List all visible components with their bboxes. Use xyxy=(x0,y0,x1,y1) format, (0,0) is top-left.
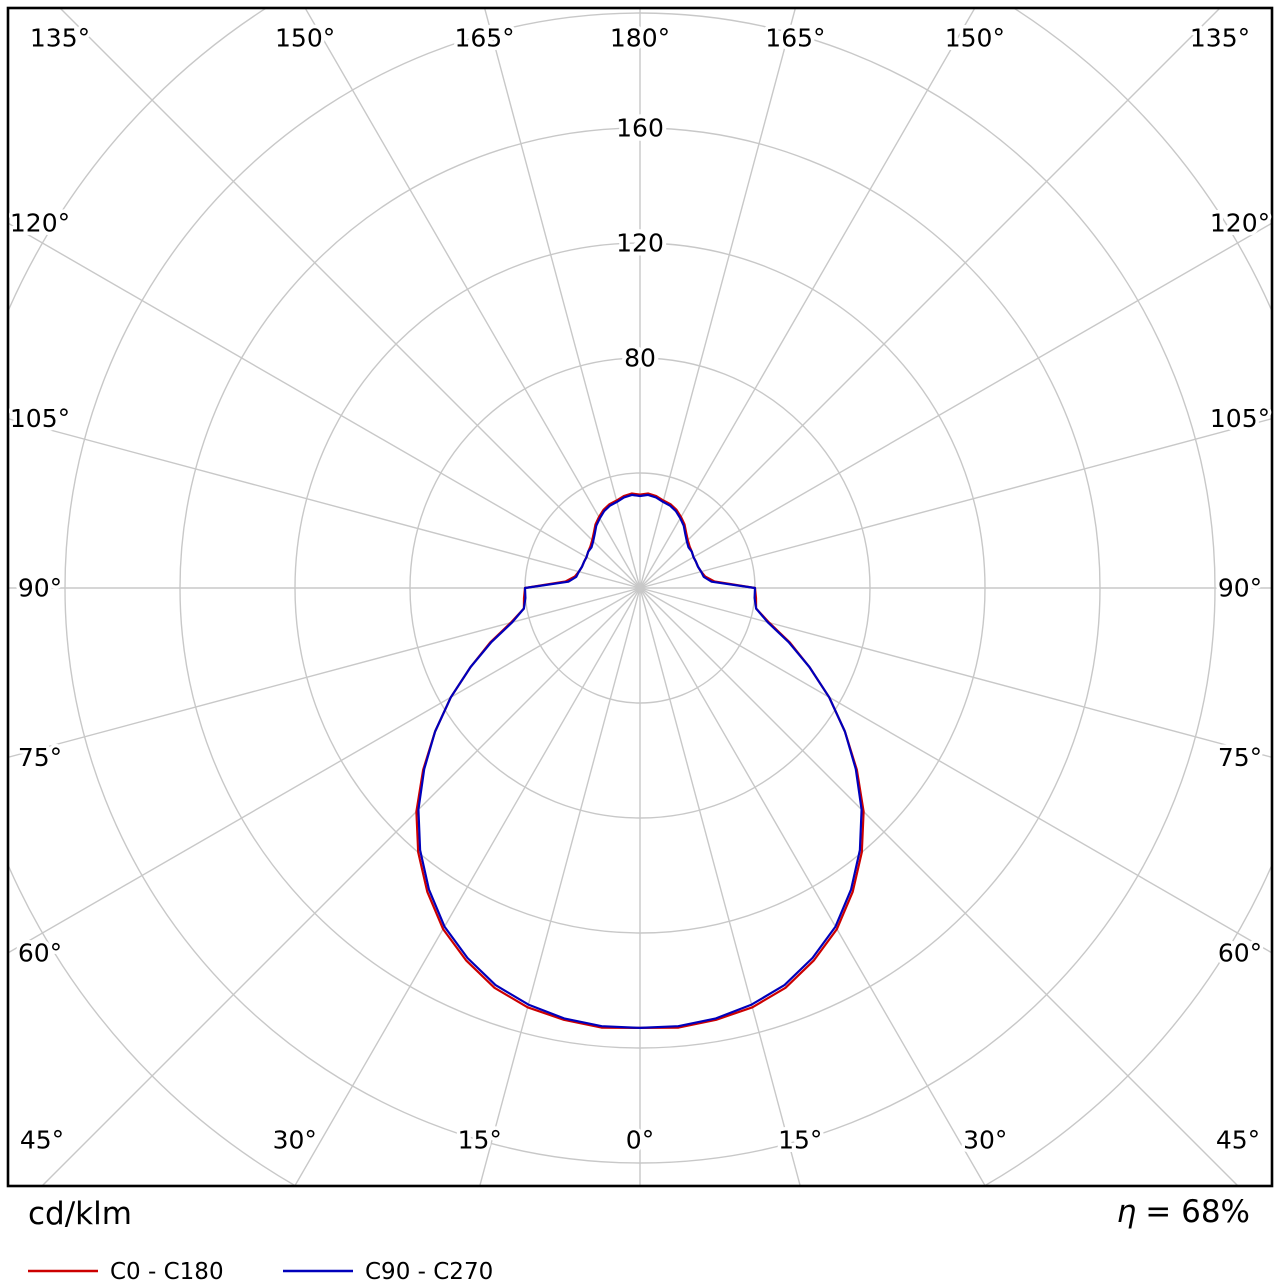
polar-spoke xyxy=(304,9,641,589)
angle-label-150-left: 150° xyxy=(275,24,335,53)
eta-symbol: η xyxy=(1117,1194,1137,1230)
angle-label-75-right: 75° xyxy=(1218,743,1262,772)
polar-spoke xyxy=(9,418,641,589)
angle-label-45-left: 45° xyxy=(20,1126,64,1155)
angle-label-30-left: 30° xyxy=(273,1126,317,1155)
angle-label-165-right: 165° xyxy=(765,24,825,53)
angle-label-90-left: 90° xyxy=(18,574,62,603)
polar-spoke xyxy=(639,222,1271,589)
polar-spoke xyxy=(639,587,1238,1185)
polar-spoke xyxy=(9,587,641,758)
angle-label-60-right: 60° xyxy=(1218,938,1262,967)
polar-spoke xyxy=(42,587,641,1185)
polar-spoke xyxy=(639,587,986,1185)
angle-labels: 0° 15° 15° 30° 30° 45° 45° 60° 60° 75° 75° 90° 90° 10… xyxy=(6,20,1273,1158)
eta-value: = 68% xyxy=(1145,1194,1250,1230)
angle-label-15-left: 15° xyxy=(458,1126,502,1155)
angle-label-120-left: 120° xyxy=(10,209,70,238)
angle-label-105-right: 105° xyxy=(1210,404,1270,433)
efficiency-label: η = 68% xyxy=(1117,1194,1250,1230)
angle-label-135-right: 135° xyxy=(1190,24,1250,53)
angle-label-135-left: 135° xyxy=(30,24,90,53)
intensity-curves xyxy=(415,492,865,1029)
legend: C0 - C180 C90 - C270 xyxy=(28,1259,493,1280)
polar-spoke xyxy=(294,587,641,1185)
angle-label-30-right: 30° xyxy=(963,1126,1007,1155)
angle-label-75-left: 75° xyxy=(18,743,62,772)
angle-label-0-right: 0° xyxy=(626,1126,654,1155)
legend-label-c90-c270: C90 - C270 xyxy=(365,1259,493,1280)
radial-tick-label-80: 80 xyxy=(624,344,656,373)
polar-spoke xyxy=(484,9,641,589)
polar-spoke xyxy=(639,587,801,1185)
polar-spoke xyxy=(479,587,641,1185)
angle-label-165-left: 165° xyxy=(454,24,514,53)
radial-tick-labels: 80 120 160 xyxy=(612,110,668,377)
polar-spoke xyxy=(9,222,641,589)
angle-label-105-left: 105° xyxy=(10,404,70,433)
radial-tick-label-120: 120 xyxy=(616,229,664,258)
angle-label-120-right: 120° xyxy=(1210,209,1270,238)
polar-spoke xyxy=(639,418,1271,589)
legend-label-c0-c180: C0 - C180 xyxy=(110,1259,224,1280)
polar-spoke xyxy=(639,9,976,589)
chart-frame xyxy=(6,6,1274,1188)
curve-c90-c270 xyxy=(417,493,863,1029)
polar-spoke xyxy=(9,587,641,954)
polar-spoke xyxy=(639,9,1220,589)
angle-label-180-right: 180° xyxy=(610,24,670,53)
angle-label-150-right: 150° xyxy=(945,24,1005,53)
unit-label: cd/klm xyxy=(28,1196,132,1232)
polar-spoke xyxy=(639,587,1271,954)
angle-label-45-right: 45° xyxy=(1216,1126,1260,1155)
radial-tick-label-160: 160 xyxy=(616,114,664,143)
angle-label-90-right: 90° xyxy=(1218,574,1262,603)
angle-label-60-left: 60° xyxy=(18,938,62,967)
polar-spoke xyxy=(639,9,796,589)
angle-label-15-right: 15° xyxy=(778,1126,822,1155)
polar-spoke xyxy=(639,587,1271,758)
polar-spoke xyxy=(60,9,641,589)
